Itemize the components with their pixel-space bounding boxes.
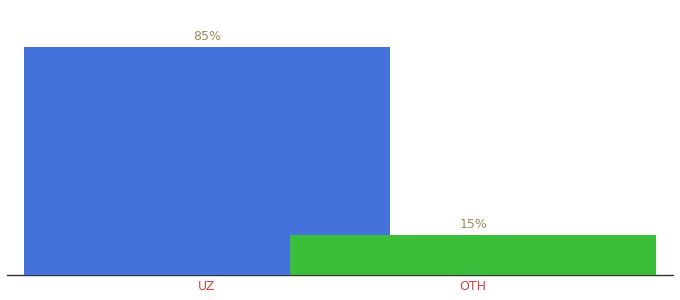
Text: 15%: 15% bbox=[459, 218, 487, 231]
Bar bbox=[24, 47, 390, 275]
Text: 85%: 85% bbox=[192, 30, 221, 43]
Bar bbox=[290, 235, 656, 275]
